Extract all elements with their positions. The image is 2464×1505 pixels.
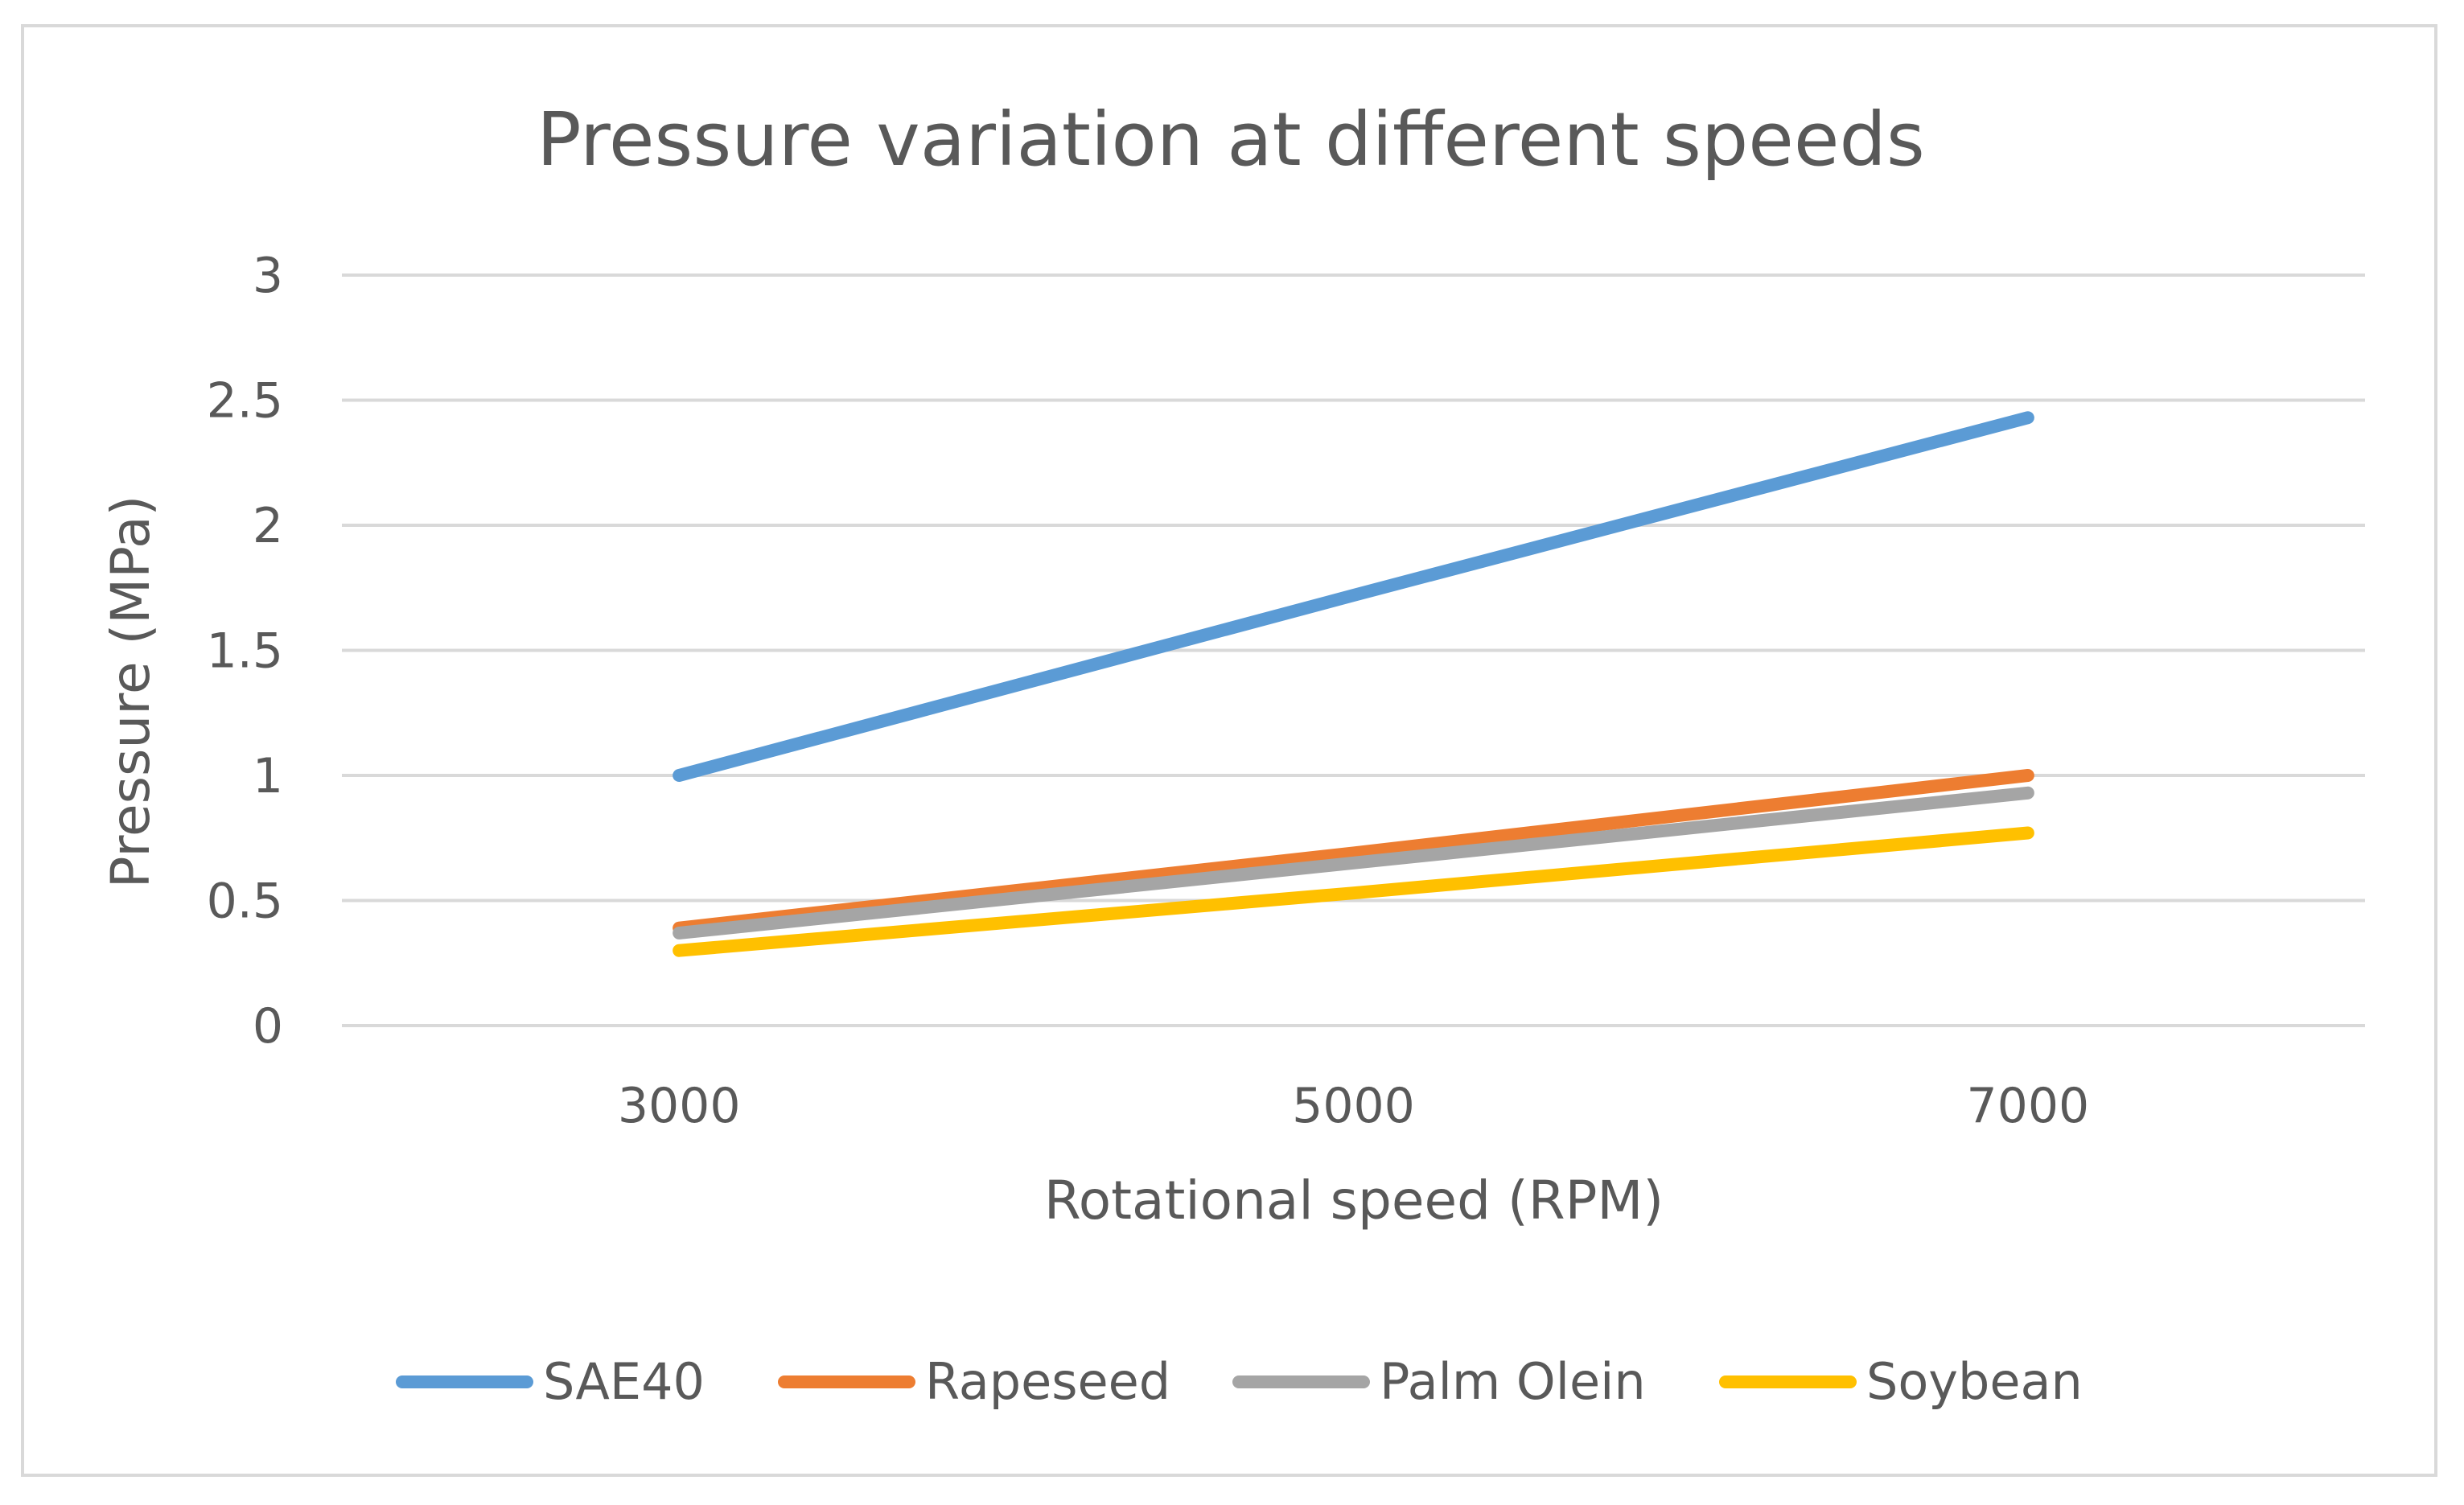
chart-title: Pressure variation at different speeds [537,97,1925,183]
legend-label: Soybean [1866,1352,2083,1411]
x-axis-label: Rotational speed (RPM) [1044,1170,1664,1232]
series-line-sae40 [673,411,2034,782]
legend-item: Soybean [1719,1352,2083,1411]
legend-item: Rapeseed [778,1352,1170,1411]
legend-label: Palm Olein [1380,1352,1646,1411]
legend-label: Rapeseed [925,1352,1170,1411]
x-tick-label: 3000 [618,1078,741,1134]
chart-frame [21,24,2437,1477]
x-tick-label: 7000 [1966,1078,2089,1134]
x-tick-label: 5000 [1292,1078,1415,1134]
x-axis-ticks: 3000 5000 7000 [618,1078,2089,1134]
y-tick-label: 2.5 [207,373,283,430]
y-tick-label: 0 [253,998,283,1055]
y-tick-label: 3 [253,248,283,304]
legend: SAE40 Rapeseed Palm Olein Soybean [396,1352,2083,1411]
series-line-rapeseed [673,769,2034,935]
y-axis-ticks: 0 0.5 1 1.5 2 2.5 3 [207,248,283,1055]
legend-label: SAE40 [543,1352,705,1411]
legend-item: SAE40 [396,1352,705,1411]
legend-item: Palm Olein [1232,1352,1646,1411]
series-line-palm-olein [673,786,2034,940]
series-line-soybean [673,826,2034,957]
y-tick-label: 1.5 [207,623,283,680]
gridlines [342,273,2365,1027]
y-tick-label: 1 [253,748,283,804]
y-tick-label: 0.5 [207,874,283,930]
y-tick-label: 2 [253,498,283,554]
series-lines [673,411,2034,957]
y-axis-label: Pressure (MPa) [100,495,162,889]
